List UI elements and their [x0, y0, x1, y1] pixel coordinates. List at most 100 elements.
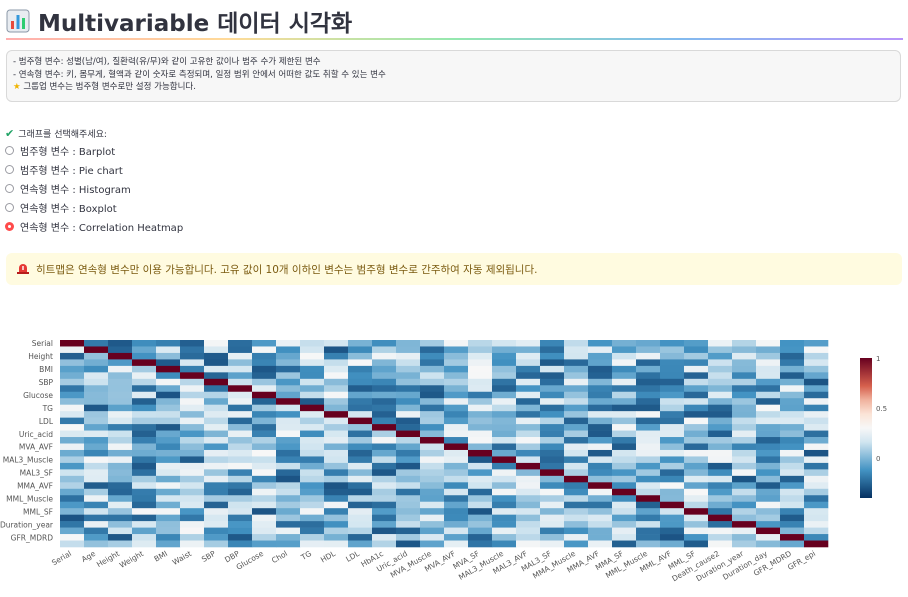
heatmap-cell: [300, 495, 325, 503]
radio-circle-selected[interactable]: [5, 221, 14, 231]
heatmap-cell: [684, 521, 709, 528]
heatmap-cell: [684, 346, 709, 354]
radio-circle[interactable]: [5, 183, 14, 193]
warning-alert: 히트맵은 연속형 변수만 이용 가능합니다. 고유 값이 10개 이하인 변수는…: [6, 253, 902, 285]
heatmap-cell: [180, 475, 205, 483]
heatmap-cell: [108, 456, 133, 464]
heatmap-cell: [228, 534, 253, 541]
heatmap-cell: [588, 385, 613, 393]
heatmap-cell: [684, 501, 709, 509]
heatmap-cell: [804, 449, 829, 457]
heatmap-cell: [636, 378, 661, 386]
heatmap-cell: [540, 443, 565, 451]
heatmap-cell: [372, 508, 397, 515]
heatmap-cell: [204, 534, 229, 541]
heatmap-cell: [276, 456, 301, 464]
heatmap-cell: [756, 488, 781, 496]
heatmap-cell: [492, 372, 517, 380]
heatmap-cell: [300, 378, 325, 386]
heatmap-cell: [252, 430, 277, 438]
heatmap-cell: [324, 365, 349, 373]
heatmap-cell: [228, 521, 253, 528]
heatmap-cell: [708, 430, 733, 438]
heatmap-cell: [516, 508, 541, 515]
heatmap-cell: [348, 378, 373, 386]
radio-option-barplot[interactable]: 범주형 변수 : Barplot: [5, 141, 183, 159]
heatmap-cell: [684, 508, 709, 515]
heatmap-cell: [156, 521, 181, 528]
heatmap-cell: [420, 346, 445, 354]
heatmap-cell: [444, 462, 469, 470]
heatmap-cell: [804, 352, 829, 360]
heatmap-cell: [660, 437, 685, 444]
heatmap-cell: [804, 514, 829, 522]
heatmap-cell: [372, 527, 397, 535]
heatmap-cell: [228, 449, 253, 457]
heatmap-cell: [516, 482, 541, 490]
heatmap-cell: [636, 352, 661, 360]
heatmap-cell: [60, 430, 85, 438]
heatmap-cell: [564, 385, 589, 393]
heatmap-cell: [204, 372, 229, 380]
heatmap-cell: [396, 411, 421, 418]
heatmap-row-label: TG: [42, 404, 54, 413]
heatmap-cell: [348, 372, 373, 380]
heatmap-cell: [564, 475, 589, 483]
heatmap-cell: [516, 449, 541, 457]
heatmap-cell: [780, 443, 805, 451]
heatmap-cell: [660, 443, 685, 451]
heatmap-cell: [564, 417, 589, 425]
heatmap-cell: [540, 521, 565, 528]
heatmap-cell: [492, 391, 517, 399]
heatmap-cell: [276, 424, 301, 431]
heatmap-cell: [228, 475, 253, 483]
heatmap-cell: [84, 514, 109, 522]
heatmap-cell: [540, 359, 565, 367]
heatmap-cell: [756, 340, 781, 347]
radio-circle[interactable]: [5, 202, 14, 212]
graph-select-label-text: 그래프를 선택해주세요:: [18, 130, 107, 140]
heatmap-cell: [780, 417, 805, 425]
heatmap-cell: [156, 495, 181, 503]
radio-option-histogram[interactable]: 연속형 변수 : Histogram: [5, 179, 183, 197]
heatmap-cell: [492, 411, 517, 418]
heatmap-cell: [468, 540, 493, 548]
heatmap-cell: [732, 340, 757, 347]
heatmap-cell: [660, 456, 685, 464]
radio-option-heatmap[interactable]: 연속형 변수 : Correlation Heatmap: [5, 217, 183, 235]
heatmap-cell: [180, 456, 205, 464]
heatmap-cell: [108, 475, 133, 483]
heatmap-cell: [156, 469, 181, 477]
heatmap-cell: [84, 352, 109, 360]
heatmap-cell: [132, 462, 157, 470]
heatmap-cell: [444, 340, 469, 347]
heatmap-cell: [732, 521, 757, 528]
heatmap-cell: [708, 391, 733, 399]
heatmap-cell: [636, 359, 661, 367]
heatmap-cell: [492, 365, 517, 373]
heatmap-cell: [780, 514, 805, 522]
radio-option-boxplot[interactable]: 연속형 변수 : Boxplot: [5, 198, 183, 216]
heatmap-cell: [324, 378, 349, 386]
radio-circle[interactable]: [5, 145, 14, 155]
heatmap-cell: [444, 417, 469, 425]
heatmap-cell: [84, 404, 109, 412]
heatmap-cell: [420, 501, 445, 509]
heatmap-cell: [348, 501, 373, 509]
heatmap-cell: [564, 482, 589, 490]
heatmap-cell: [204, 482, 229, 490]
heatmap-cell: [804, 488, 829, 496]
heatmap-cell: [420, 488, 445, 496]
heatmap-cell: [540, 482, 565, 490]
heatmap-cell: [660, 424, 685, 431]
radio-option-piechart[interactable]: 범주형 변수 : Pie chart: [5, 160, 183, 178]
heatmap-cell: [252, 424, 277, 431]
heatmap-cell: [60, 501, 85, 509]
heatmap-cell: [612, 527, 637, 535]
heatmap-cell: [300, 456, 325, 464]
heatmap-cell: [516, 521, 541, 528]
heatmap-cell: [660, 475, 685, 483]
radio-circle[interactable]: [5, 164, 14, 174]
heatmap-cell: [612, 508, 637, 515]
heatmap-cell: [444, 404, 469, 412]
